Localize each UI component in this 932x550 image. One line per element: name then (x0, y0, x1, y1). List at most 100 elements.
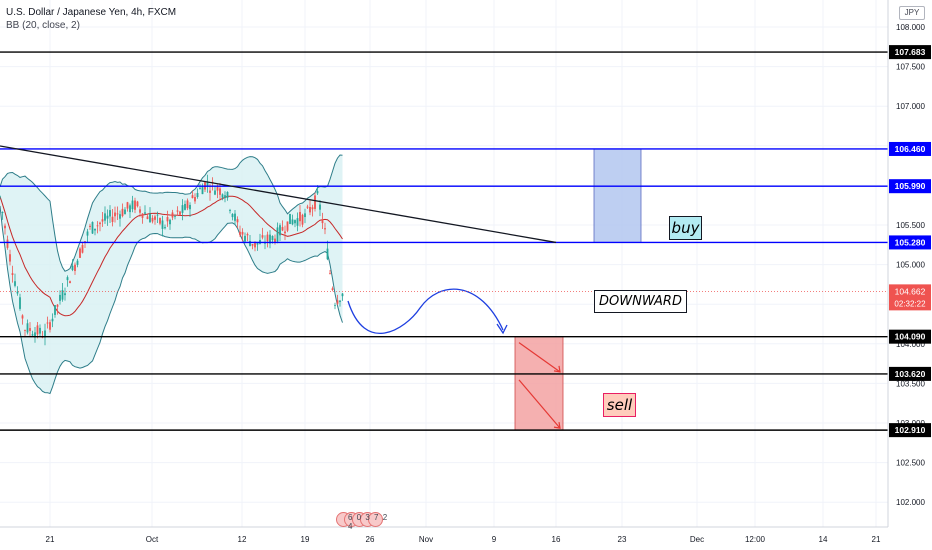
candle-body (271, 236, 274, 241)
candle-body (279, 225, 281, 236)
plot-area[interactable] (0, 0, 888, 527)
candle-body (61, 290, 64, 300)
candle-body (84, 241, 86, 243)
candle-body (71, 265, 74, 271)
level-badge-label: 103.620 (895, 369, 926, 379)
candle-body (111, 216, 114, 222)
last-price-badge (889, 284, 931, 311)
event-counts: 6 0 3 7 2 4 (348, 513, 389, 531)
candle-body (234, 213, 236, 221)
candle-body (59, 294, 61, 301)
level-badge (889, 179, 931, 194)
candle-body (116, 213, 119, 215)
candle-body (321, 219, 324, 224)
level-badge-label: 107.683 (895, 47, 926, 57)
level-badge (889, 423, 931, 438)
candle-body (106, 215, 109, 219)
candle-body (304, 213, 306, 218)
sell-arrow (518, 342, 561, 373)
candle-body (209, 190, 211, 193)
level-badge-label: 102.910 (895, 425, 926, 435)
candle-body (176, 210, 179, 212)
candle-body (136, 201, 139, 207)
candle-body (46, 322, 49, 324)
candle-body (109, 210, 111, 217)
candle-body (64, 293, 66, 296)
candle-body (274, 238, 276, 243)
sell-arrow (518, 379, 561, 429)
price-badges: 107.683 106.460 105.990 105.280 104.090 103.6… (0, 45, 931, 438)
candle-body (226, 192, 229, 198)
candle-body (294, 220, 296, 224)
candle-body (334, 304, 336, 306)
candle-body (139, 209, 141, 213)
candle-body (134, 200, 136, 210)
candle-body (124, 209, 126, 215)
candle-body (316, 191, 319, 194)
candle-body (286, 221, 289, 231)
candle-body (169, 219, 171, 225)
candle-body (89, 225, 91, 227)
candle-body (114, 212, 116, 217)
price-tick-label: 107.500 (896, 63, 925, 72)
bollinger-bands (0, 154, 343, 395)
candle-body (184, 203, 186, 210)
candle-body (36, 325, 39, 335)
candle-body (191, 195, 194, 199)
price-tick-label: 105.000 (896, 261, 925, 270)
candle-body (311, 207, 314, 210)
level-badge-label: 106.460 (895, 144, 926, 154)
candle-body (99, 222, 101, 225)
price-tick-label: 102.000 (896, 498, 925, 507)
candle-body (194, 197, 196, 202)
currency-badge[interactable]: JPY (899, 6, 925, 20)
candle-body (289, 213, 291, 224)
symbol-title: U.S. Dollar / Japanese Yen, 4h, FXCM (6, 7, 177, 18)
economic-events[interactable]: 6 0 3 7 2 4 (336, 509, 394, 531)
candle-body (216, 186, 219, 191)
bb-fill (0, 155, 343, 394)
candle-body (241, 231, 244, 235)
candle-body (0, 196, 1, 198)
candle-body (126, 202, 129, 209)
candle-body (309, 206, 311, 213)
candle-body (239, 231, 241, 235)
candle-body (181, 205, 184, 213)
candle-body (246, 234, 249, 236)
candle-body (159, 218, 161, 224)
candle-body (101, 219, 104, 222)
candle-body (144, 212, 146, 214)
event-flag-icon[interactable] (368, 512, 383, 527)
candle-body (69, 281, 71, 284)
candle-body (314, 195, 316, 209)
candle-body (1, 212, 4, 213)
trend-line (0, 145, 557, 244)
candle-body (324, 228, 326, 230)
candle-body (56, 304, 59, 307)
candle-body (339, 300, 341, 303)
candle-body (6, 239, 9, 248)
sell-zone (514, 336, 564, 431)
candle-body (79, 248, 81, 258)
candle-body (14, 281, 16, 286)
candle-body (331, 288, 334, 290)
candle-body (269, 234, 271, 244)
candle-body (86, 231, 89, 236)
time-axis[interactable]: 21 Oct 12 19 26 Nov 9 16 23 Dec 12:00 14 21 (46, 535, 881, 544)
candle-body (174, 216, 176, 217)
candle-body (74, 264, 76, 271)
candle-body (291, 219, 294, 225)
candle-body (149, 213, 151, 223)
candle-body (66, 277, 69, 281)
level-badge-label: 105.280 (895, 237, 926, 247)
time-tick-label: 12 (238, 535, 247, 544)
candle-body (166, 217, 169, 222)
candle-body (156, 214, 159, 216)
candle-body (306, 206, 309, 208)
time-tick-label: 21 (872, 535, 881, 544)
indicator-legend[interactable]: BB (20, close, 2) (6, 20, 80, 31)
level-badge (889, 141, 931, 156)
price-tick-label: 105.500 (896, 221, 925, 230)
candle-body (301, 214, 304, 225)
